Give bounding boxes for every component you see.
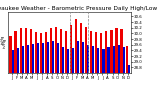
Bar	[50, 28, 52, 73]
Bar	[80, 23, 82, 73]
Bar	[120, 29, 123, 73]
Bar	[47, 42, 49, 73]
Bar	[57, 43, 59, 73]
Bar	[90, 31, 92, 73]
Bar	[108, 47, 110, 73]
Bar	[82, 42, 84, 73]
Bar	[67, 49, 69, 73]
Bar	[110, 30, 112, 73]
Bar	[14, 31, 17, 73]
Bar	[97, 48, 100, 73]
Bar	[35, 32, 37, 73]
Bar	[87, 45, 89, 73]
Bar	[12, 50, 14, 73]
Bar	[42, 43, 44, 73]
Bar	[123, 47, 125, 73]
Bar	[92, 46, 94, 73]
Bar	[128, 65, 130, 73]
Bar	[75, 19, 77, 73]
Bar	[45, 32, 47, 73]
Bar	[62, 47, 64, 73]
Bar	[65, 31, 67, 73]
Bar	[27, 45, 29, 73]
Bar	[85, 27, 87, 73]
Bar	[116, 28, 118, 73]
Bar	[112, 46, 115, 73]
Bar	[95, 32, 97, 73]
Bar	[25, 28, 27, 73]
Bar	[52, 41, 54, 73]
Text: in/Hg: in/Hg	[1, 35, 5, 44]
Bar	[40, 33, 42, 73]
Bar	[30, 29, 32, 73]
Y-axis label: in/Hg: in/Hg	[3, 37, 7, 48]
Bar	[32, 44, 34, 73]
Bar	[60, 29, 62, 73]
Bar	[77, 41, 79, 73]
Bar	[20, 28, 22, 73]
Title: Milwaukee Weather - Barometric Pressure Daily High/Low: Milwaukee Weather - Barometric Pressure …	[0, 6, 157, 11]
Bar	[17, 48, 19, 73]
Bar	[22, 46, 24, 73]
Bar	[126, 46, 128, 73]
Bar	[37, 43, 39, 73]
Bar	[100, 33, 102, 73]
Bar	[70, 25, 72, 73]
Bar	[72, 48, 74, 73]
Bar	[105, 31, 108, 73]
Bar	[55, 27, 57, 73]
Bar	[70, 12, 88, 73]
Bar	[102, 49, 104, 73]
Bar	[118, 45, 120, 73]
Bar	[9, 36, 12, 73]
